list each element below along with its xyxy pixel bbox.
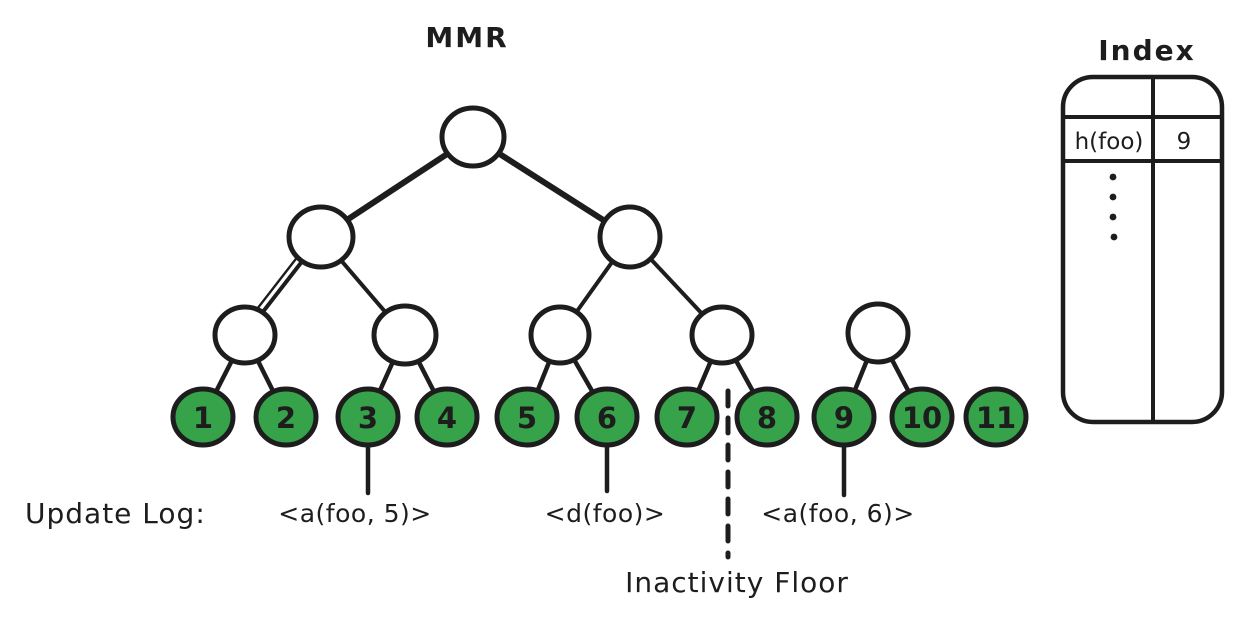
leaf-label: 2: [276, 401, 296, 435]
leaf-node-7: 7: [654, 386, 720, 448]
leaf-node-1: 1: [170, 386, 236, 448]
node-l2-left: [286, 204, 356, 270]
leaf-label: 9: [834, 401, 854, 435]
leaf-circle: [963, 386, 1029, 448]
leaf-label: 10: [902, 401, 942, 435]
ellipsis-dot: [1109, 213, 1117, 221]
leaf-label: 11: [976, 401, 1016, 435]
leaf-node-8: 8: [734, 386, 800, 448]
leaf-circle: [734, 386, 800, 448]
tree-edges: [200, 134, 925, 420]
leaf-node-3: 3: [335, 386, 401, 448]
node-l3-b: [371, 303, 439, 367]
node-root: [439, 105, 507, 169]
leaf-label: 7: [677, 401, 697, 435]
internal-nodes: [212, 105, 911, 367]
index-table-border: [1060, 74, 1225, 425]
index-row-value: 9: [1177, 129, 1192, 155]
leaf-node-9: 9: [811, 386, 877, 448]
leaf-label: 8: [757, 401, 777, 435]
leaf-circle: [654, 386, 720, 448]
leaf-node-5: 5: [494, 386, 560, 448]
node-l3-d: [689, 304, 755, 366]
leaf-label: 1: [193, 401, 213, 435]
update-log-entry-3: <a(foo, 6)>: [761, 499, 914, 528]
index-table-row: h(foo) 9: [1075, 129, 1192, 155]
leaf-nodes: 1 2 3 4 5 6 7 8: [170, 386, 1029, 448]
leaf-node-2: 2: [253, 386, 319, 448]
leaf-node-11: 11: [963, 386, 1029, 448]
node-peak-9-10: [845, 301, 911, 365]
leaf-label: 6: [597, 401, 617, 435]
leaf-label: 5: [517, 401, 537, 435]
leaf-node-10: 10: [889, 386, 955, 448]
node-l3-a: [212, 304, 278, 366]
index-ellipsis-dots: [1109, 173, 1118, 241]
update-log-connectors: [365, 444, 847, 498]
ellipsis-dot: [1109, 173, 1117, 181]
leaf-circle: [170, 386, 236, 448]
index-title: Index: [1098, 34, 1195, 67]
node-l3-c: [528, 304, 592, 366]
update-log-entry-2: <d(foo)>: [545, 499, 666, 528]
leaf-node-4: 4: [414, 386, 480, 448]
leaf-label: 4: [437, 401, 457, 435]
leaf-circle: [414, 386, 480, 448]
ellipsis-dot: [1109, 193, 1117, 201]
leaf-circle: [253, 386, 319, 448]
node-l2-right: [597, 204, 663, 270]
index-table: Index h(foo) 9: [1060, 34, 1225, 425]
update-log-label: Update Log:: [25, 497, 206, 530]
leaf-node-6: 6: [574, 386, 640, 448]
ellipsis-dot: [1110, 233, 1118, 241]
update-log-entry-1: <a(foo, 5)>: [278, 499, 431, 528]
leaf-circle: [494, 386, 560, 448]
index-row-key: h(foo): [1075, 129, 1144, 155]
leaf-circle: [889, 386, 955, 448]
diagram-title: MMR: [425, 21, 508, 54]
inactivity-floor-label: Inactivity Floor: [625, 566, 849, 599]
leaf-label: 3: [358, 401, 378, 435]
